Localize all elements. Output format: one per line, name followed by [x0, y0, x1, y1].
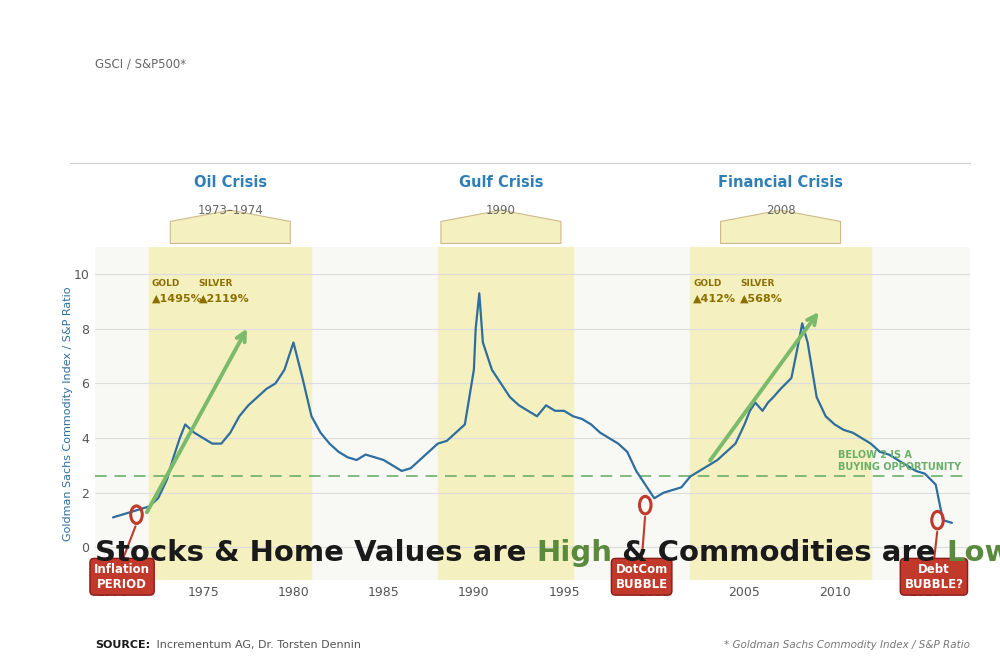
Text: GSCI / S&P500*: GSCI / S&P500* — [95, 57, 186, 70]
Text: ▲1495%: ▲1495% — [152, 293, 203, 303]
Text: & Commodities are: & Commodities are — [612, 539, 946, 567]
Text: High: High — [536, 539, 612, 567]
Bar — [438, 247, 573, 580]
Text: Financial Crisis: Financial Crisis — [718, 175, 843, 190]
Text: Gulf Crisis: Gulf Crisis — [459, 175, 543, 190]
Text: SILVER: SILVER — [740, 279, 774, 288]
Text: 2008: 2008 — [766, 204, 795, 217]
Text: Low: Low — [946, 539, 1000, 567]
Text: GOLD: GOLD — [152, 279, 180, 288]
Text: BELOW 2 IS A
BUYING OPPORTUNITY: BELOW 2 IS A BUYING OPPORTUNITY — [838, 450, 961, 472]
Text: Inflation
PERIOD: Inflation PERIOD — [94, 562, 150, 591]
Text: ▲412%: ▲412% — [693, 293, 736, 303]
Text: 1973–1974: 1973–1974 — [197, 204, 263, 217]
Text: SILVER: SILVER — [199, 279, 233, 288]
Text: 1990: 1990 — [486, 204, 516, 217]
Bar — [149, 247, 311, 580]
Text: Stocks & Home Values are: Stocks & Home Values are — [95, 539, 536, 567]
Text: * Goldman Sachs Commodity Index / S&P Ratio: * Goldman Sachs Commodity Index / S&P Ra… — [724, 640, 970, 650]
Text: GOLD: GOLD — [693, 279, 721, 288]
Text: Debt
BUBBLE?: Debt BUBBLE? — [904, 562, 963, 591]
Text: Oil Crisis: Oil Crisis — [194, 175, 267, 190]
Text: ▲2119%: ▲2119% — [199, 293, 249, 303]
Text: SOURCE:: SOURCE: — [95, 640, 150, 650]
Text: DotCom
BUBBLE: DotCom BUBBLE — [616, 562, 668, 591]
Y-axis label: Goldman Sachs Commodity Index / S&P Ratio: Goldman Sachs Commodity Index / S&P Rati… — [63, 286, 73, 541]
Text: ▲568%: ▲568% — [740, 293, 783, 303]
Bar — [690, 247, 871, 580]
Text: Incrementum AG, Dr. Torsten Dennin: Incrementum AG, Dr. Torsten Dennin — [153, 640, 361, 650]
